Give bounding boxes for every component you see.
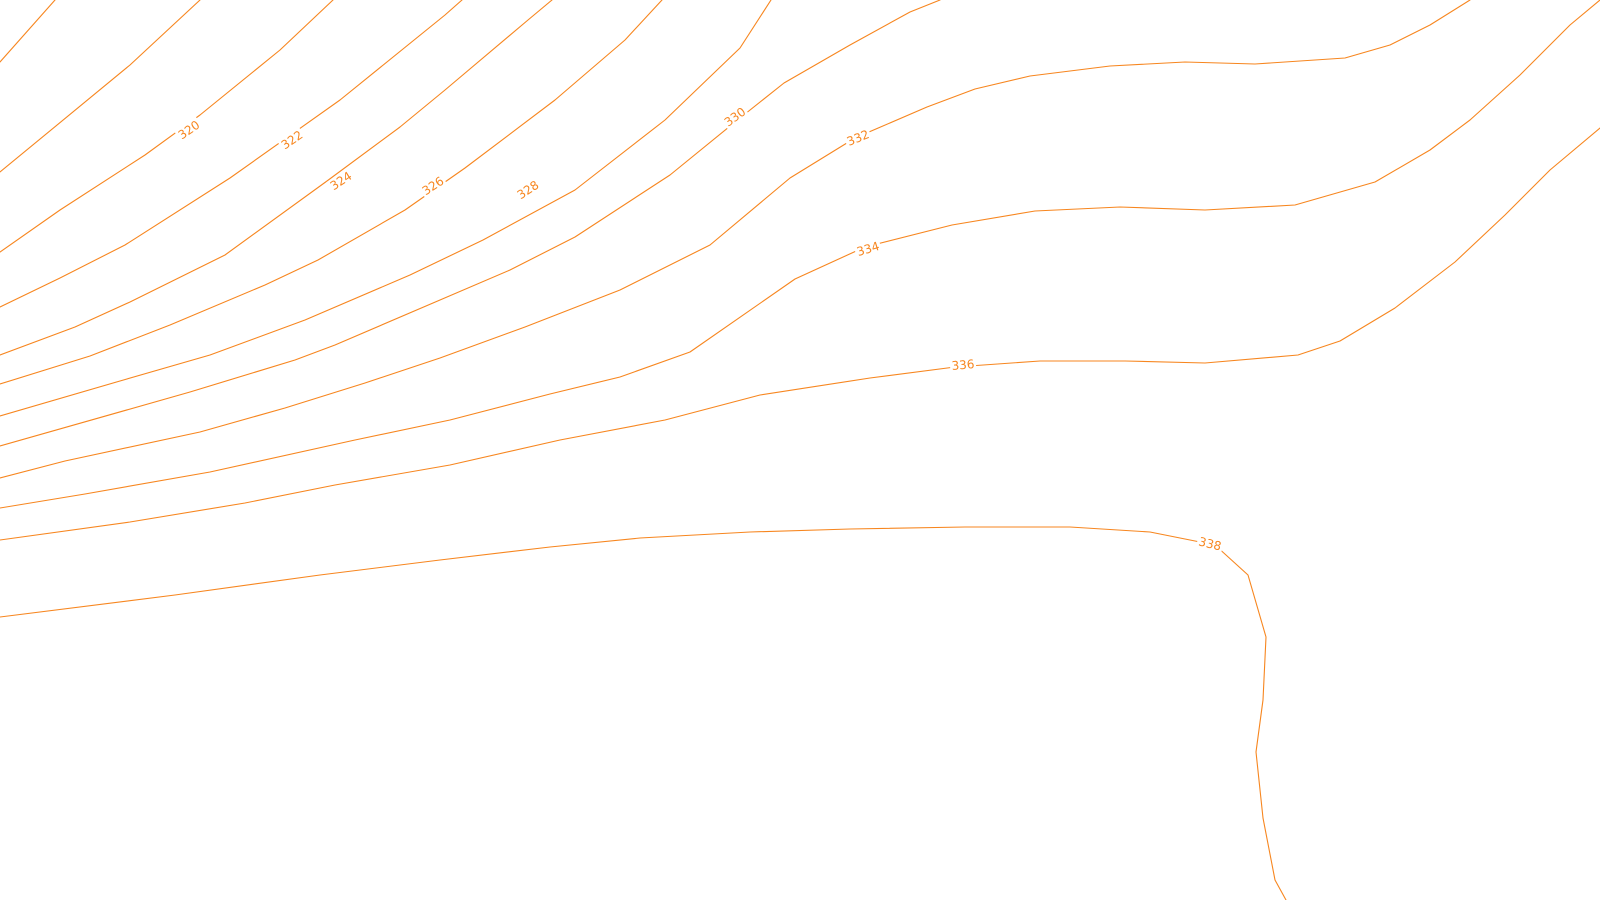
contour-label-334: 334 (853, 238, 883, 260)
contour-label-halo (1195, 534, 1225, 554)
contour-label-text: 336 (951, 357, 975, 373)
contour-label-halo (174, 116, 204, 144)
contour-label-330: 330 (720, 103, 750, 131)
contour-label-halo (949, 356, 977, 374)
contour-line-336 (0, 127, 1600, 541)
contour-label-338: 338 (1195, 534, 1225, 554)
contour-label-336: 336 (949, 356, 977, 374)
contour-line-322 (0, 0, 463, 308)
contour-label-halo (853, 238, 883, 260)
contour-label-halo (843, 126, 873, 150)
contour-label-326: 326 (418, 173, 448, 199)
contour-line-328 (0, 0, 772, 417)
contour-line-338 (0, 526, 1287, 900)
contour-label-halo (513, 177, 543, 203)
contour-label-halo (326, 168, 356, 194)
contour-label-halo (277, 126, 307, 154)
contour-label-halo (418, 173, 448, 199)
contour-line-330 (0, 0, 941, 447)
contour-line-unlabeled-2 (0, 0, 201, 173)
contour-label-text: 338 (1197, 534, 1223, 553)
contour-line-unlabeled-1 (0, 0, 56, 63)
contour-label-332: 332 (843, 126, 873, 150)
contour-label-320: 320 (174, 116, 204, 144)
contour-line-334 (0, 0, 1600, 509)
contour-label-322: 322 (277, 126, 307, 154)
contour-line-324 (0, 0, 553, 356)
contour-label-text: 332 (845, 127, 871, 149)
contour-label-halo (720, 103, 750, 131)
contour-line-320 (0, 0, 334, 253)
contour-label-324: 324 (326, 168, 356, 194)
contour-line-332 (0, 0, 1471, 479)
contour-label-text: 334 (855, 239, 881, 259)
contour-labels: 320 322 324 326 328 330 332 334 336 338 (174, 103, 1225, 554)
contour-label-328: 328 (513, 177, 543, 203)
contour-line-326 (0, 0, 663, 385)
